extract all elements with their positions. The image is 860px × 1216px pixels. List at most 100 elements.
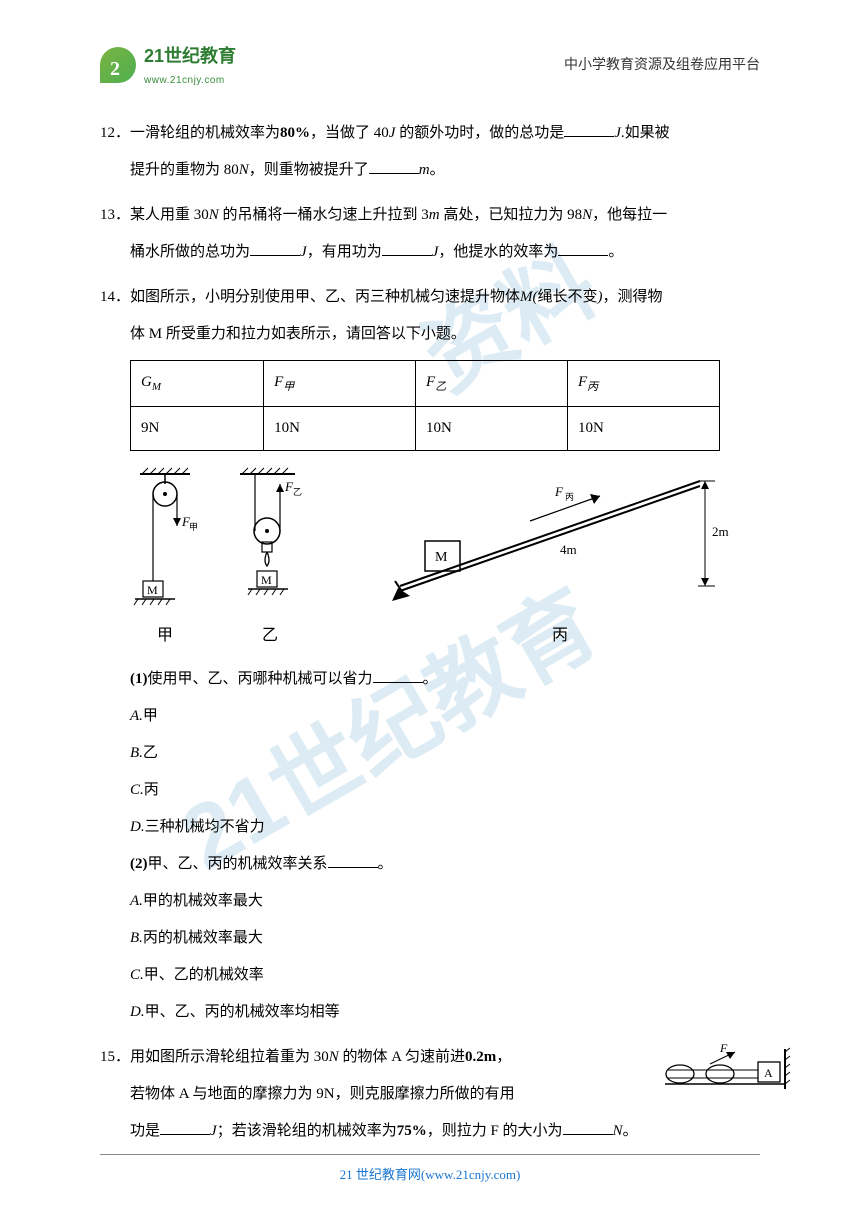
q12-line2-a: 提升的重物为 80 (130, 162, 239, 178)
q13-period: 。 (608, 244, 623, 260)
q12-num: 12． (100, 120, 130, 147)
q15-figure: A F (640, 1044, 790, 1104)
svg-text:M: M (147, 583, 158, 597)
q13-blank-3 (558, 241, 608, 256)
q13-m: m (429, 207, 440, 223)
q14-num: 14． (100, 284, 130, 311)
q15-num: 15． (100, 1044, 130, 1071)
q13-line2-b: ，有用功为 (307, 244, 382, 260)
fig-yi-label: 乙 (230, 622, 310, 651)
q13-line2-c: ，他提水的效率为 (438, 244, 558, 260)
svg-text:M: M (435, 550, 448, 565)
fig-yi: F 乙 M 乙 (230, 466, 310, 651)
q15-period: 。 (623, 1123, 638, 1139)
q12-period: 。 (430, 162, 445, 178)
q14-sub2-opt-b: B.丙的机械效率最大 (130, 925, 760, 952)
table-header-row: GM F甲 F乙 F丙 (131, 361, 720, 407)
q13-text-c: 高处，已知拉力为 98 (440, 207, 583, 223)
logo-icon (100, 47, 136, 83)
q12-text-b: ，当做了 40 (310, 125, 389, 141)
svg-text:乙: 乙 (293, 487, 302, 497)
question-15: 15． 用如图所示滑轮组拉着重为 30N 的物体 A 匀速前进0.2m， A F… (100, 1044, 760, 1145)
page-header: 21世纪教育 www.21cnjy.com 中小学教育资源及组卷应用平台 (0, 0, 860, 100)
q12-text-a: 一滑轮组的机械效率为 (130, 125, 280, 141)
q14-sub1-opt-d: D.三种机械均不省力 (130, 814, 760, 841)
th-fjia: F甲 (264, 361, 416, 407)
th-gm: GM (131, 361, 264, 407)
fig-bing: M F 丙 4m 2m 丙 (380, 466, 740, 651)
q15-line3-c: ，则拉力 F 的大小为 (427, 1123, 563, 1139)
q12-unit-m: m (419, 162, 430, 178)
q14-text-b: 绳长不变 (538, 289, 598, 305)
q12-unit-n: N (239, 162, 249, 178)
q14-sub1-opt-c: C.丙 (130, 777, 760, 804)
q15-n2: N (613, 1123, 623, 1139)
table-data-row: 9N 10N 10N 10N (131, 407, 720, 451)
q14-sub1-text: 使用甲、乙、丙哪种机械可以省力 (148, 671, 373, 687)
logo: 21世纪教育 www.21cnjy.com (100, 40, 236, 90)
q15-j: J (210, 1123, 217, 1139)
svg-text:2m: 2m (712, 524, 729, 539)
logo-url: www.21cnjy.com (144, 72, 236, 90)
q14-text-c: ，测得物 (603, 289, 663, 305)
fig-jia-label: 甲 (130, 622, 200, 651)
q13-blank-2 (382, 241, 432, 256)
question-13: 13． 某人用重 30N 的吊桶将一桶水匀速上升拉到 3m 高处，已知拉力为 9… (100, 202, 760, 266)
q14-sub1-opt-b: B.乙 (130, 740, 760, 767)
q14-line2: 体 M 所受重力和拉力如表所示，请回答以下小题。 (130, 326, 466, 342)
q12-text-c: 的额外功时，做的总功是 (395, 125, 564, 141)
q13-j: J (300, 244, 307, 260)
q15-line3-b: ；若该滑轮组的机械效率为 (217, 1123, 397, 1139)
td-0: 9N (131, 407, 264, 451)
svg-text:M: M (261, 573, 272, 587)
td-3: 10N (568, 407, 720, 451)
q12-line2-b: ，则重物被提升了 (249, 162, 369, 178)
q13-line2-a: 桶水所做的总功为 (130, 244, 250, 260)
svg-text:A: A (764, 1066, 773, 1080)
q15-blank-2 (563, 1120, 613, 1135)
td-1: 10N (264, 407, 416, 451)
q14-sub1-period: 。 (423, 671, 438, 687)
q14-figures: F 甲 M 甲 F 乙 (130, 466, 760, 651)
q14-table: GM F甲 F乙 F丙 9N 10N 10N 10N (130, 360, 720, 451)
q15-blank-1 (160, 1120, 210, 1135)
th-fbing: F丙 (568, 361, 720, 407)
q14-sub2-text: 甲、乙、丙的机械效率关系 (148, 856, 328, 872)
q15-pct: 75% (397, 1123, 427, 1139)
q14-sub2-blank (328, 853, 378, 868)
q14-sub1-opt-a: A.甲 (130, 703, 760, 730)
content: 12． 一滑轮组的机械效率为80%，当做了 40J 的额外功时，做的总功是J.如… (0, 100, 860, 1173)
q15-text-a: 用如图所示滑轮组拉着重为 30 (130, 1049, 329, 1065)
q12-unit-j2: J (614, 125, 621, 141)
q15-line3-a: 功是 (130, 1123, 160, 1139)
q13-num: 13． (100, 202, 130, 229)
q15-dist: 0.2m (465, 1049, 496, 1065)
q14-text-a: 如图所示，小明分别使用甲、乙、丙三种机械匀速提升物体 (130, 289, 520, 305)
q12-text-d: .如果被 (621, 125, 670, 141)
fig-jia: F 甲 M 甲 (130, 466, 200, 651)
svg-text:F: F (719, 1044, 728, 1055)
q14-sub1-num: (1) (130, 671, 148, 687)
page-footer: 21 世纪教育网(www.21cnjy.com) (100, 1154, 760, 1186)
svg-text:4m: 4m (560, 542, 577, 557)
q14-sub2-num: (2) (130, 856, 148, 872)
q13-n: N (209, 207, 219, 223)
q13-n2: N (582, 207, 592, 223)
svg-text:甲: 甲 (189, 522, 198, 532)
q14-sub2-opt-a: A.甲的机械效率最大 (130, 888, 760, 915)
q14-sub2-opt-d: D.甲、乙、丙的机械效率均相等 (130, 999, 760, 1026)
th-fyi: F乙 (416, 361, 568, 407)
q15-comma: ， (496, 1049, 511, 1065)
fig-jia-svg: F 甲 M (130, 466, 200, 606)
q13-text-d: ，他每拉一 (592, 207, 667, 223)
q14-sub2-period: 。 (378, 856, 393, 872)
q14-sub1-blank (373, 668, 423, 683)
fig-yi-svg: F 乙 M (230, 466, 310, 606)
question-12: 12． 一滑轮组的机械效率为80%，当做了 40J 的额外功时，做的总功是J.如… (100, 120, 760, 184)
q12-pct: 80% (280, 125, 310, 141)
svg-text:F: F (554, 484, 564, 499)
td-2: 10N (416, 407, 568, 451)
q15-n: N (329, 1049, 339, 1065)
q13-blank-1 (250, 241, 300, 256)
q15-line2: 若物体 A 与地面的摩擦力为 9N，则克服摩擦力所做的有用 (130, 1086, 515, 1102)
